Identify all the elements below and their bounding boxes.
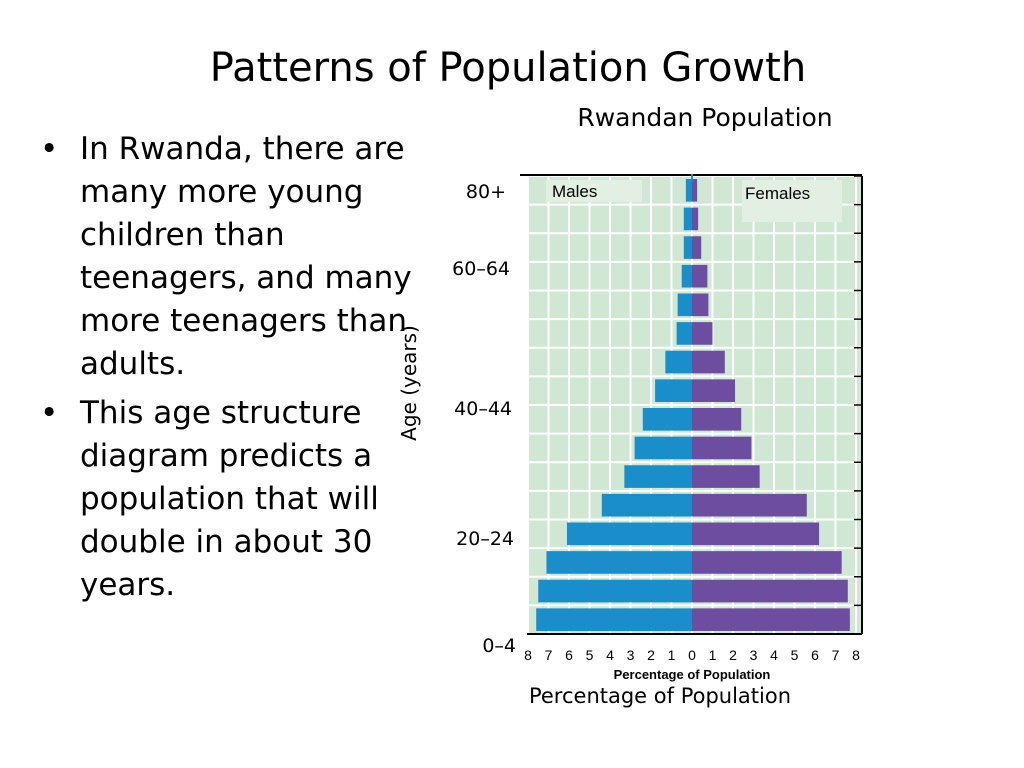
bar-females xyxy=(692,293,709,317)
y-tick-label: 40–44 xyxy=(454,398,512,420)
y-tick-label: 80+ xyxy=(465,181,506,203)
x-tick-label: 1 xyxy=(709,647,717,663)
x-tick-label: 2 xyxy=(647,647,655,663)
bar-females xyxy=(692,207,699,231)
bar-males xyxy=(685,179,692,202)
x-tick-label: 0 xyxy=(688,647,696,663)
bar-females xyxy=(692,408,742,431)
bar-females xyxy=(692,236,702,259)
bar-males xyxy=(566,522,692,546)
bar-females xyxy=(692,350,725,374)
bar-females xyxy=(692,551,842,574)
x-tick-label: 3 xyxy=(750,647,758,663)
bar-females xyxy=(692,436,752,460)
y-tick-label: 0–4 xyxy=(482,635,516,657)
bar-males xyxy=(538,579,692,603)
x-tick-label: 1 xyxy=(668,647,676,663)
bar-females xyxy=(692,322,713,345)
x-tick-label: 7 xyxy=(545,647,553,663)
bar-males xyxy=(536,608,692,631)
x-tick-label: 6 xyxy=(811,647,819,663)
x-tick-label: 4 xyxy=(770,647,778,663)
x-tick-label: 6 xyxy=(565,647,573,663)
bar-males xyxy=(601,493,692,517)
bar-males xyxy=(634,436,692,460)
bar-males xyxy=(681,264,692,288)
x-tick-label: 3 xyxy=(627,647,635,663)
bar-males xyxy=(665,350,692,374)
bar-females xyxy=(692,264,708,288)
x-tick-label: 4 xyxy=(606,647,614,663)
bar-females xyxy=(692,608,850,631)
bullet-list: In Rwanda, there are many more young chi… xyxy=(40,128,412,613)
x-axis-label: Percentage of Population xyxy=(528,684,792,708)
x-tick-label: 8 xyxy=(524,647,532,663)
x-tick-label: 2 xyxy=(729,647,737,663)
bar-females xyxy=(692,179,698,202)
x-tick-label: 8 xyxy=(852,647,860,663)
x-tick-label: 5 xyxy=(791,647,799,663)
bar-females xyxy=(692,379,736,402)
x-tick-label: 5 xyxy=(586,647,594,663)
legend-label-females: Females xyxy=(745,184,810,203)
bar-males xyxy=(642,408,692,431)
legend-box-females xyxy=(742,180,842,222)
bar-females xyxy=(692,465,760,488)
bullet-item: This age structure diagram predicts a po… xyxy=(40,392,412,607)
bar-females xyxy=(692,493,807,517)
legend-box-males xyxy=(546,180,642,202)
bar-males xyxy=(683,207,692,231)
bar-males xyxy=(546,551,692,574)
x-tick-label: 7 xyxy=(832,647,840,663)
bullet-item: In Rwanda, there are many more young chi… xyxy=(40,128,412,386)
bar-males xyxy=(683,236,692,259)
inner-x-axis-label: Percentage of Population xyxy=(614,667,771,682)
bar-males xyxy=(677,293,692,317)
y-tick-label: 60–64 xyxy=(452,258,510,280)
bar-males xyxy=(655,379,692,402)
y-tick-label: 20–24 xyxy=(456,528,514,550)
bar-females xyxy=(692,522,820,546)
bar-males xyxy=(676,322,692,345)
chart-title: Rwandan Population xyxy=(577,103,833,132)
bar-males xyxy=(624,465,692,488)
bar-females xyxy=(692,579,848,603)
legend-label-males: Males xyxy=(552,182,597,201)
slide-title: Patterns of Population Growth xyxy=(209,45,807,91)
